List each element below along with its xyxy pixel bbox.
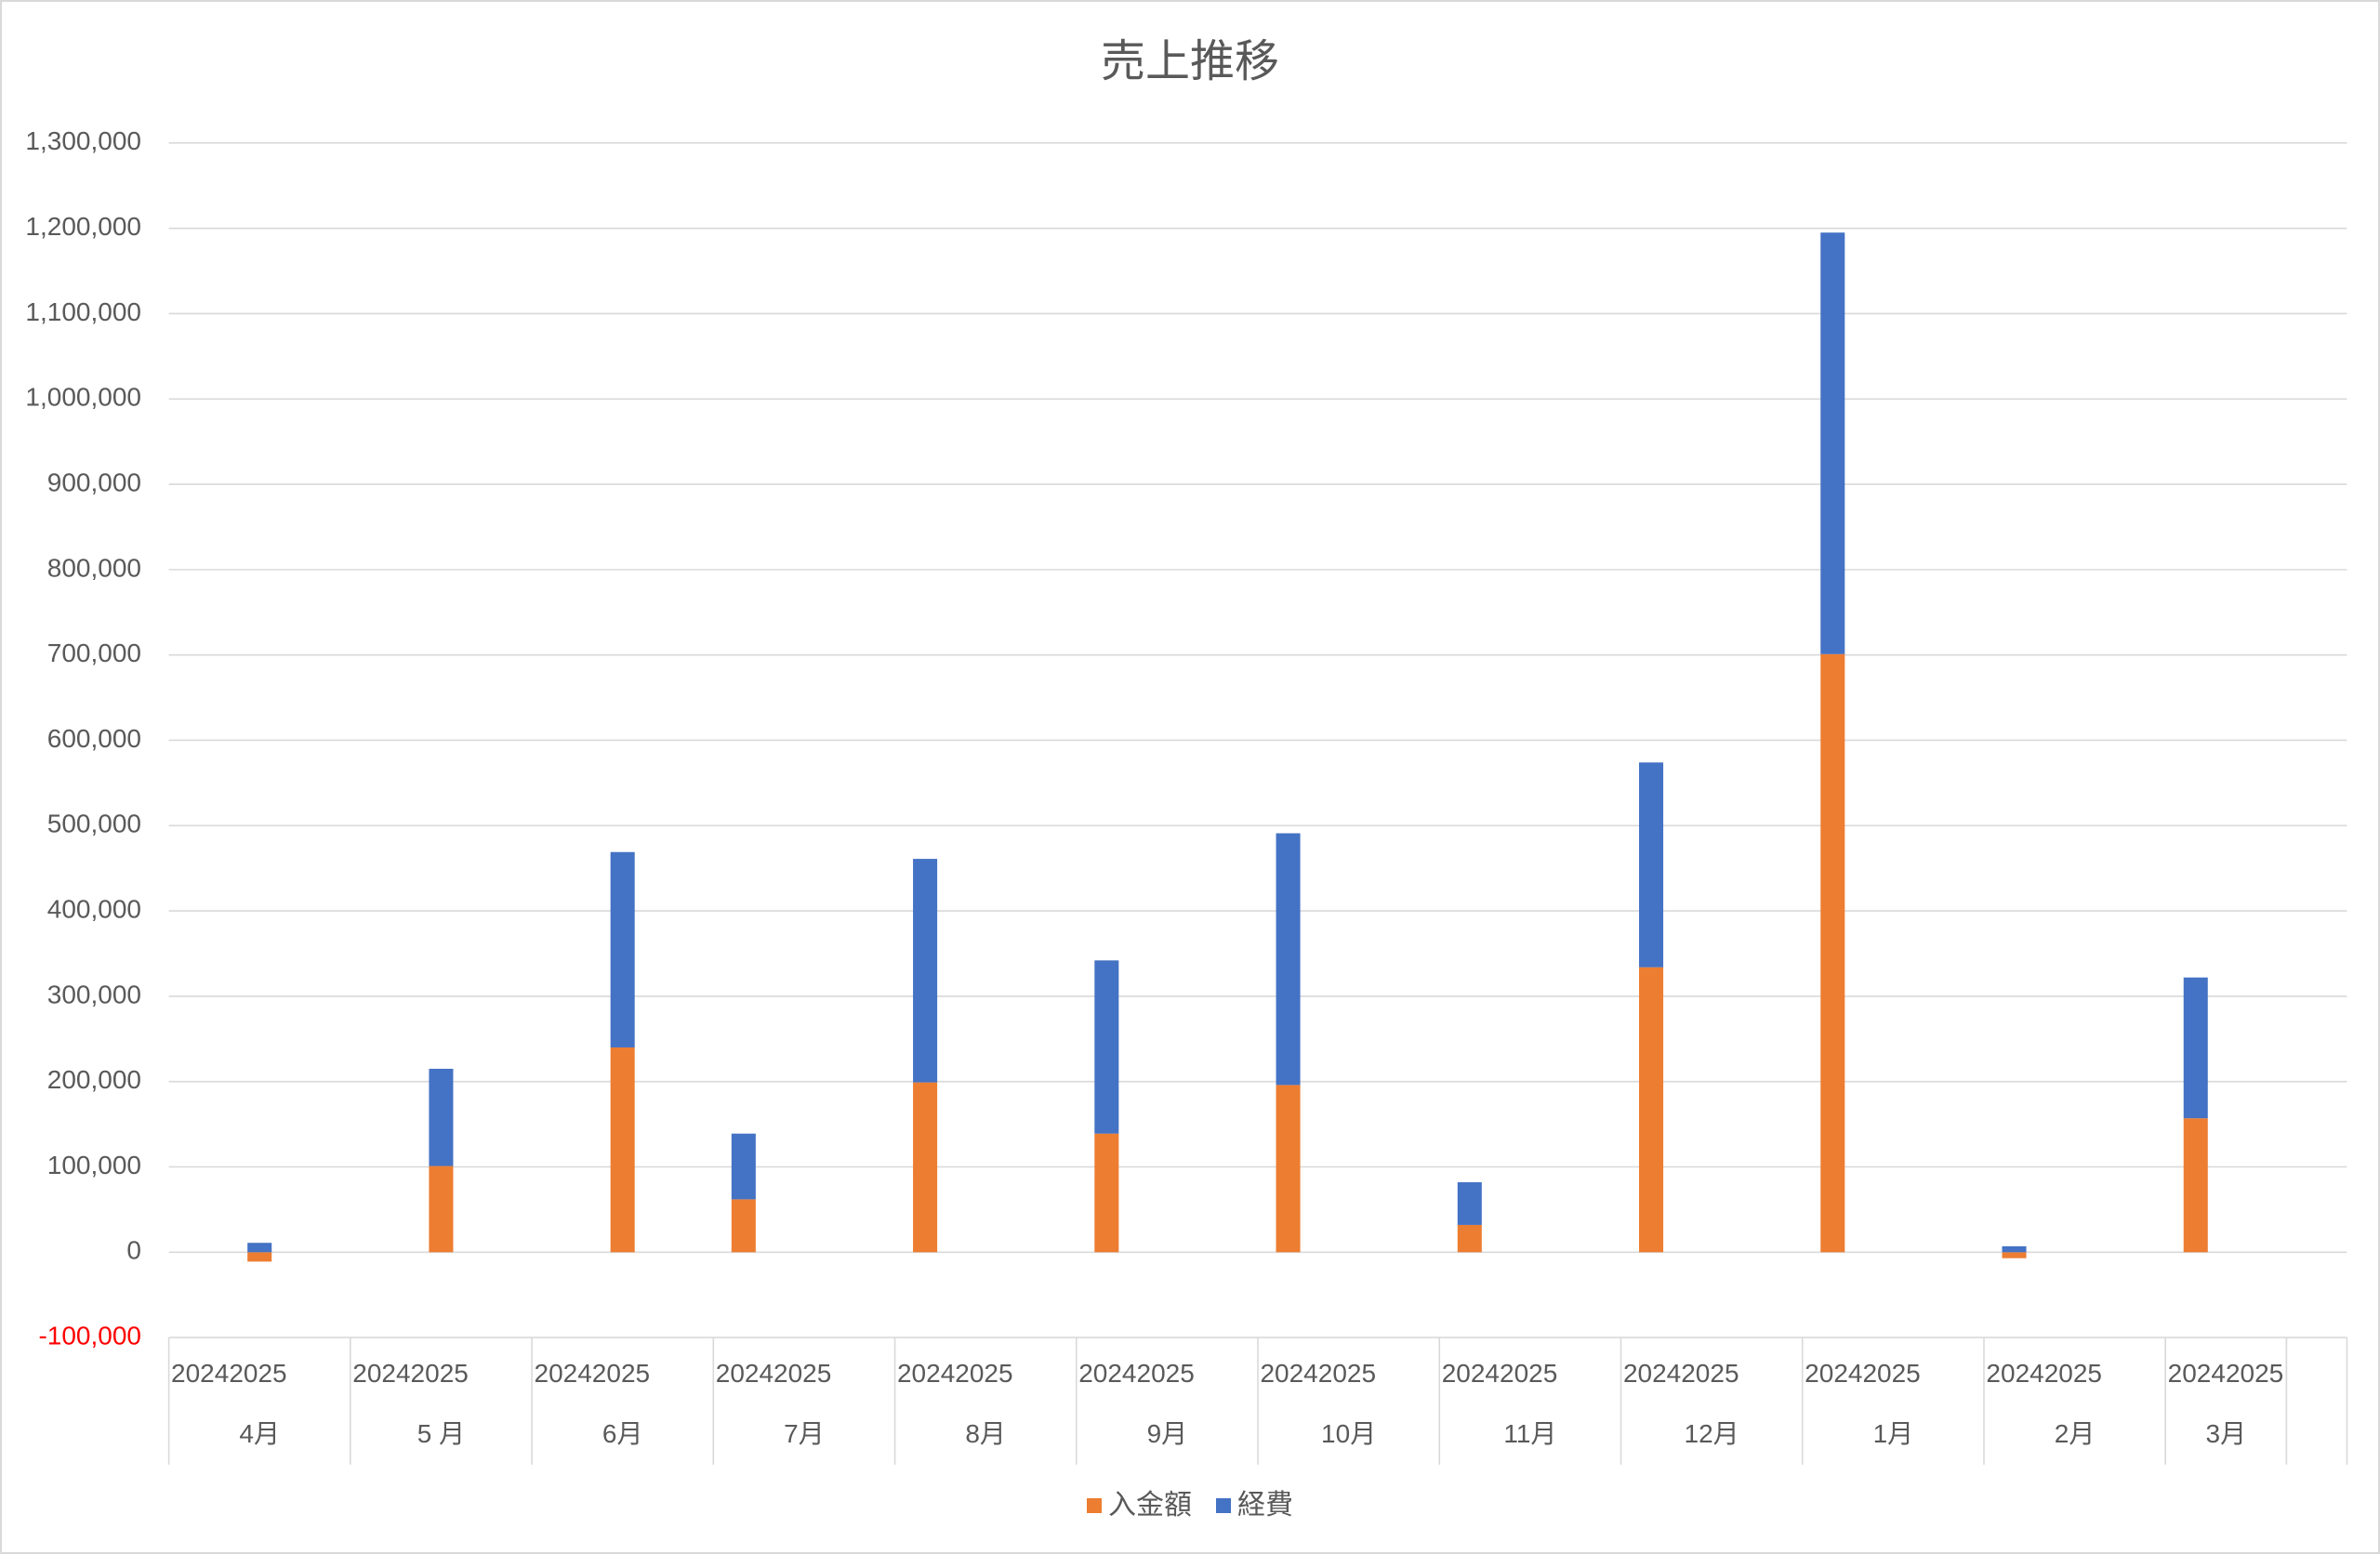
bar-series-2-month-11	[2002, 1245, 2027, 1253]
month-label: 8月	[965, 1419, 1006, 1448]
category-group-label: 20242025	[1260, 1359, 1376, 1388]
legend-item-income: 入金額	[1087, 1487, 1192, 1524]
legend-label-income: 入金額	[1108, 1490, 1192, 1521]
legend-item-expense: 経費	[1216, 1487, 1293, 1524]
bar-series-1-month-9	[1639, 967, 1664, 1253]
month-label: 2月	[2055, 1419, 2096, 1448]
bar-series-1-month-11	[2002, 1252, 2027, 1258]
y-tick-label: 200,000	[47, 1065, 141, 1094]
category-group-label: 20242025	[1442, 1359, 1558, 1388]
category-group-label: 20242025	[352, 1359, 469, 1388]
category-group-label: 20242025	[1078, 1359, 1195, 1388]
bar-series-2-month-6	[1094, 960, 1119, 1134]
y-axis: 1,300,000 1,200,000 1,100,000 1,000,000 900,…	[25, 126, 141, 1350]
y-tick-label: 900,000	[47, 468, 141, 496]
bar-series-1-month-1	[247, 1252, 272, 1262]
category-group-label: 20242025	[171, 1359, 287, 1388]
bar-series-1-month-3	[610, 1047, 635, 1253]
month-label: 6月	[602, 1419, 643, 1448]
bar-series-2-month-12	[2183, 977, 2208, 1119]
bar-series-2-month-7	[1276, 833, 1301, 1086]
month-label: 9月	[1147, 1419, 1188, 1448]
bar-series-2-month-1	[247, 1243, 272, 1253]
y-tick-label: 600,000	[47, 724, 141, 753]
month-label: 5 月	[417, 1419, 465, 1448]
y-tick-label: 400,000	[47, 894, 141, 923]
category-group-label: 20242025	[1805, 1359, 1921, 1388]
month-label: 3月	[2206, 1419, 2247, 1448]
bar-series-2-month-4	[731, 1133, 756, 1200]
category-group-label: 20242025	[897, 1359, 1013, 1388]
y-tick-label: 1,000,000	[25, 383, 141, 412]
y-tick-label: 800,000	[47, 553, 141, 582]
chart-title: 売上推移	[1100, 37, 1279, 86]
y-tick-label: 0	[126, 1236, 141, 1265]
y-tick-label: 300,000	[47, 980, 141, 1008]
y-tick-label: 1,200,000	[25, 212, 141, 241]
bar-series-2-month-2	[429, 1068, 454, 1166]
category-group-label: 20242025	[1623, 1359, 1739, 1388]
legend-label-expense: 経費	[1237, 1490, 1293, 1521]
month-label: 11月	[1503, 1419, 1556, 1448]
bar-series-1-month-12	[2183, 1118, 2208, 1253]
month-label: 10月	[1321, 1419, 1376, 1448]
legend-swatch-expense	[1216, 1498, 1231, 1513]
y-tick-label: 700,000	[47, 639, 141, 667]
category-group-label: 20242025	[2168, 1359, 2284, 1388]
month-label: 1月	[1873, 1419, 1914, 1448]
y-tick-label: 500,000	[47, 810, 141, 838]
legend: 入金額 経費	[2, 1487, 2378, 1524]
category-group-label: 20242025	[1986, 1359, 2102, 1388]
bar-series-1-month-8	[1457, 1224, 1482, 1253]
month-label: 12月	[1685, 1419, 1739, 1448]
category-group-label: 20242025	[716, 1359, 832, 1388]
legend-swatch-income	[1087, 1498, 1102, 1513]
bar-series-1-month-5	[913, 1082, 938, 1253]
bar-series-2-month-3	[610, 851, 635, 1047]
month-label: 7月	[784, 1419, 825, 1448]
y-tick-label: 1,100,000	[25, 297, 141, 326]
y-tick-label: 100,000	[47, 1151, 141, 1179]
bar-series-2-month-5	[913, 859, 938, 1083]
bar-series-1-month-2	[429, 1166, 454, 1253]
bar-series-2-month-10	[1820, 232, 1845, 654]
bar-series-2-month-9	[1639, 762, 1664, 968]
bar-series-1-month-4	[731, 1199, 756, 1253]
bar-series-1-month-10	[1820, 653, 1845, 1253]
y-tick-label: -100,000	[38, 1322, 141, 1350]
category-axis: 20242025 4月 20242025 5 月 20242025 6月 20242025 7…	[167, 1337, 2348, 1465]
gridlines	[168, 142, 2347, 1338]
y-tick-label: 1,300,000	[25, 126, 141, 155]
month-label: 4月	[239, 1419, 280, 1448]
bar-series-2-month-8	[1457, 1182, 1482, 1225]
bars	[247, 232, 2208, 1262]
bar-series-1-month-6	[1094, 1133, 1119, 1253]
bar-series-1-month-7	[1276, 1085, 1301, 1253]
category-group-label: 20242025	[535, 1359, 651, 1388]
